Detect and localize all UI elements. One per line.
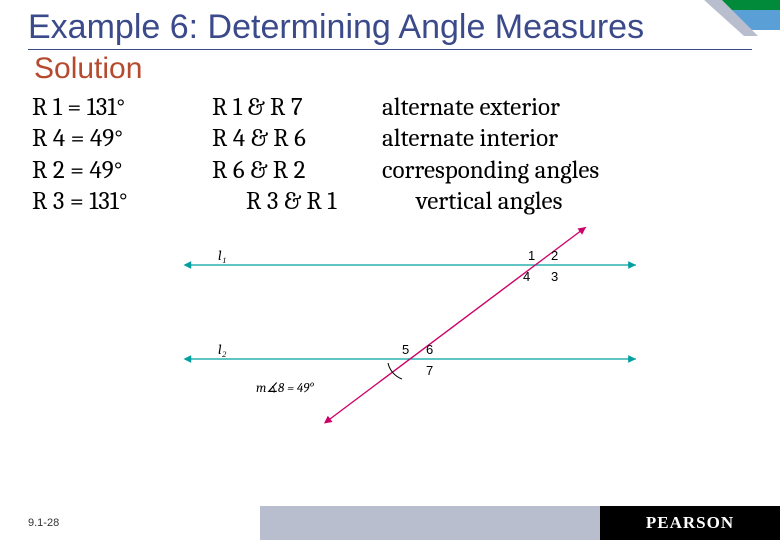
svg-text:l₁: l₁ [218,247,226,264]
footer: 9.1-28 PEARSON [0,506,780,540]
svg-text:5: 5 [402,342,409,357]
equation-lhs: R 2 = 49° [32,155,212,186]
svg-text:2: 2 [551,248,558,263]
angle-reason: vertical angles [416,186,562,217]
angle-reason: alternate exterior [382,92,560,123]
diagram: l₁ l₂ 1 2 3 4 5 6 7 m∡8 = 49° [156,227,656,432]
svg-text:l₂: l₂ [218,341,227,358]
svg-text:6: 6 [426,342,433,357]
equation-lhs: R 4 = 49° [32,123,212,154]
slide-subtitle: Solution [34,52,752,86]
angle-pair: R 1 & R 7 [212,92,382,123]
svg-text:4: 4 [523,269,530,284]
equation-row: R 4 = 49° R 4 & R 6 alternate interior [32,123,752,154]
svg-text:m∡8 = 49°: m∡8 = 49° [256,381,314,396]
equation-row: R 2 = 49° R 6 & R 2 corresponding angles [32,155,752,186]
slide-title: Example 6: Determining Angle Measures [28,8,752,50]
angle-reason: alternate interior [382,123,558,154]
footer-mid [260,506,600,540]
equation-row: R 1 = 131° R 1 & R 7 alternate exterior [32,92,752,123]
svg-text:7: 7 [426,363,433,378]
svg-text:3: 3 [551,269,558,284]
slide: Example 6: Determining Angle Measures So… [0,0,780,540]
solution-content: R 1 = 131° R 1 & R 7 alternate exterior … [28,92,752,217]
equation-row: R 3 = 131° R 3 & R 1 vertical angles [32,186,752,217]
brand-logo: PEARSON [600,506,780,540]
angle-pair: R 3 & R 1 [212,186,416,217]
equation-lhs: R 3 = 131° [32,186,212,217]
equation-lhs: R 1 = 131° [32,92,212,123]
angle-pair: R 4 & R 6 [212,123,382,154]
angle-pair: R 6 & R 2 [212,155,382,186]
angle-reason: corresponding angles [382,155,599,186]
svg-text:1: 1 [528,248,535,263]
page-number: 9.1-28 [0,506,260,540]
